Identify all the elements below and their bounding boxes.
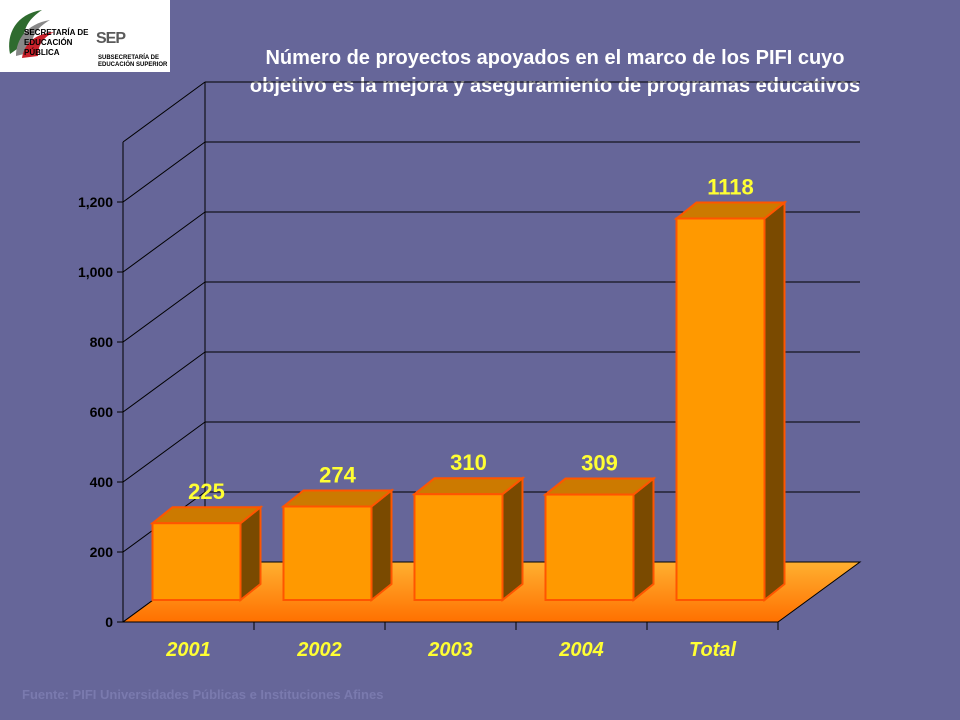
- data-labels: 225 274 310 309 1118: [188, 174, 754, 504]
- y-tick-label: 200: [90, 544, 114, 560]
- bar-top: [280, 489, 395, 508]
- bar-side: [632, 476, 655, 603]
- gridline-diag: [122, 421, 206, 483]
- chart-title: Número de proyectos apoyados en el marco…: [249, 47, 861, 97]
- y-tick-label: 1,200: [78, 194, 113, 210]
- bar: [675, 217, 766, 601]
- bar-top: [673, 201, 788, 220]
- data-label: 1118: [707, 174, 754, 199]
- y-tick-label: 0: [105, 614, 113, 630]
- gridline-diag: [122, 281, 206, 343]
- category-label: Total: [689, 639, 736, 661]
- category-label: 2001: [165, 639, 211, 661]
- sep-logo: SECRETARÍA DE EDUCACIÓN PÚBLICA SEP SUBS…: [0, 0, 170, 72]
- bar: [413, 493, 504, 601]
- bar: [544, 493, 635, 601]
- source-note: Fuente: PIFI Universidades Públicas e In…: [22, 687, 384, 702]
- axes: 0 200 400 600 800 1,000 1,200 2001 2002 2003 2004 T…: [78, 142, 779, 661]
- data-label: 309: [581, 451, 618, 476]
- bar: [282, 505, 373, 601]
- data-label: 274: [319, 462, 356, 487]
- logo-sub2: EDUCACIÓN SUPERIOR: [98, 62, 168, 68]
- logo-line2: EDUCACIÓN: [24, 38, 73, 47]
- y-tick-label: 800: [90, 334, 114, 350]
- bar-top: [542, 477, 657, 496]
- bar-side: [763, 200, 786, 603]
- gridline-diag: [122, 141, 206, 203]
- bar: [151, 522, 242, 601]
- y-tick-label: 400: [90, 474, 114, 490]
- bar-side: [501, 476, 524, 603]
- eagle-icon: [9, 10, 54, 58]
- category-label: 2003: [427, 639, 473, 661]
- gridline-diag: [122, 211, 206, 273]
- bar-side: [370, 488, 393, 603]
- bar-top: [411, 477, 526, 496]
- logo-line1: SECRETARÍA DE: [24, 28, 89, 37]
- logo-line3: PÚBLICA: [24, 48, 60, 57]
- y-tick-label: 1,000: [78, 264, 113, 280]
- data-label: 310: [450, 450, 487, 475]
- data-label: 225: [188, 479, 225, 504]
- logo-sep: SEP: [96, 30, 126, 47]
- y-tick-label: 600: [90, 404, 114, 420]
- category-label: 2004: [558, 639, 604, 661]
- logo-sub1: SUBSECRETARÍA DE: [98, 55, 160, 61]
- logo-subtext: SUBSECRETARÍA DE EDUCACIÓN SUPERIOR: [98, 55, 167, 69]
- category-label: 2002: [296, 639, 342, 661]
- gridline-diag: [122, 81, 206, 143]
- gridline-diag: [122, 351, 206, 413]
- logo-text: SECRETARÍA DE EDUCACIÓN PÚBLICA: [24, 28, 88, 58]
- bar-top: [149, 506, 264, 525]
- bars: [149, 200, 788, 603]
